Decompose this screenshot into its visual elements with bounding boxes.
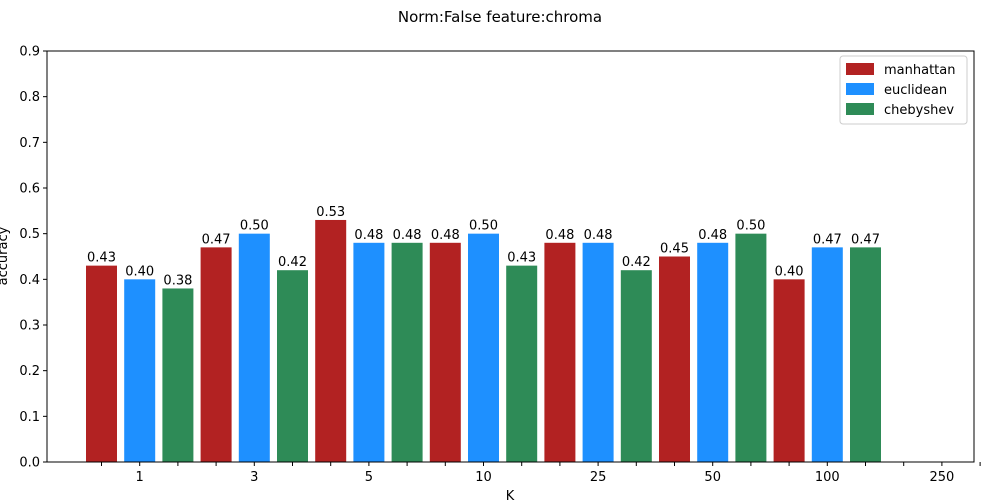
bars-layer	[86, 219, 881, 462]
y-tick-label: 0.5	[19, 227, 40, 242]
legend-label-euclidean: euclidean	[884, 83, 947, 98]
bar-euclidean-3	[238, 233, 270, 462]
y-tick-label: 0.4	[19, 273, 40, 288]
data-label: 0.48	[698, 228, 727, 243]
data-label: 0.48	[354, 228, 383, 243]
legend-swatch-euclidean	[846, 83, 874, 95]
x-tick-label: 5	[365, 470, 373, 485]
x-tick-label: 10	[475, 470, 492, 485]
y-tick-label: 0.2	[19, 364, 40, 379]
legend-label-chebyshev: chebyshev	[884, 103, 954, 118]
bar-manhattan-5	[315, 219, 347, 462]
plot-frame	[46, 50, 975, 463]
bar-manhattan-25	[544, 242, 576, 462]
y-axis-label: accuracy	[0, 226, 11, 285]
chart-title: Norm:False feature:chroma	[398, 8, 602, 26]
data-label: 0.50	[736, 219, 765, 234]
data-label: 0.45	[660, 242, 689, 257]
bar-manhattan-1	[86, 265, 117, 462]
y-axis: 0.0 0.1 0.2 0.3 0.4 0.5 0.6 0.7 0.8 0.9	[19, 45, 47, 471]
bar-chebyshev-5	[391, 242, 423, 462]
data-label: 0.47	[851, 232, 880, 247]
x-tick-label: 3	[250, 470, 258, 485]
data-labels-layer: 0.43 0.40 0.38 0.47 0.50 0.42 0.53 0.48 0.48 0.48…	[87, 205, 880, 289]
x-tick-label: 250	[929, 470, 954, 485]
data-label: 0.48	[431, 228, 460, 243]
data-label: 0.47	[813, 232, 842, 247]
y-tick-label: 0.1	[19, 410, 40, 425]
bar-manhattan-100	[773, 279, 805, 462]
data-label: 0.48	[393, 228, 422, 243]
x-tick-label: 50	[704, 470, 721, 485]
legend-swatch-manhattan	[846, 63, 874, 75]
bar-euclidean-1	[124, 279, 156, 462]
bar-manhattan-10	[429, 242, 461, 462]
bar-euclidean-10	[468, 233, 499, 462]
data-label: 0.40	[775, 264, 804, 279]
bar-chebyshev-25	[620, 270, 652, 462]
data-label: 0.38	[163, 273, 192, 288]
data-label: 0.48	[584, 228, 613, 243]
x-tick-label: 100	[815, 470, 840, 485]
data-label: 0.53	[316, 205, 345, 220]
y-tick-label: 0.0	[19, 456, 40, 471]
data-label: 0.43	[87, 251, 116, 266]
bar-chebyshev-10	[506, 265, 538, 462]
y-tick-label: 0.8	[19, 90, 40, 105]
data-label: 0.43	[507, 251, 536, 266]
legend-swatch-chebyshev	[846, 103, 874, 115]
bar-manhattan-50	[659, 256, 690, 462]
data-label: 0.40	[125, 264, 154, 279]
bar-chebyshev-3	[277, 270, 308, 462]
y-tick-label: 0.3	[19, 319, 40, 334]
bar-manhattan-3	[200, 247, 232, 462]
x-tick-label: 1	[136, 470, 144, 485]
bar-chebyshev-1	[162, 288, 194, 462]
x-axis-label: K	[506, 489, 515, 500]
data-label: 0.50	[240, 219, 269, 234]
x-tick-label: 25	[590, 470, 607, 485]
bar-euclidean-100	[811, 247, 843, 462]
y-tick-label: 0.9	[19, 45, 40, 60]
legend-label-manhattan: manhattan	[884, 63, 955, 78]
bar-chebyshev-50	[735, 233, 767, 462]
data-label: 0.48	[545, 228, 574, 243]
y-tick-label: 0.7	[19, 136, 40, 151]
x-axis: 1 3 5 10 25 50 100 250	[101, 462, 981, 485]
bar-chebyshev-100	[850, 247, 881, 462]
bar-euclidean-50	[697, 242, 729, 462]
legend: manhattan euclidean chebyshev	[839, 55, 968, 125]
bar-euclidean-5	[353, 242, 385, 462]
data-label: 0.50	[469, 219, 498, 234]
bar-euclidean-25	[582, 242, 614, 462]
data-label: 0.42	[622, 255, 651, 270]
data-label: 0.47	[202, 232, 231, 247]
data-label: 0.42	[278, 255, 307, 270]
y-tick-label: 0.6	[19, 182, 40, 197]
